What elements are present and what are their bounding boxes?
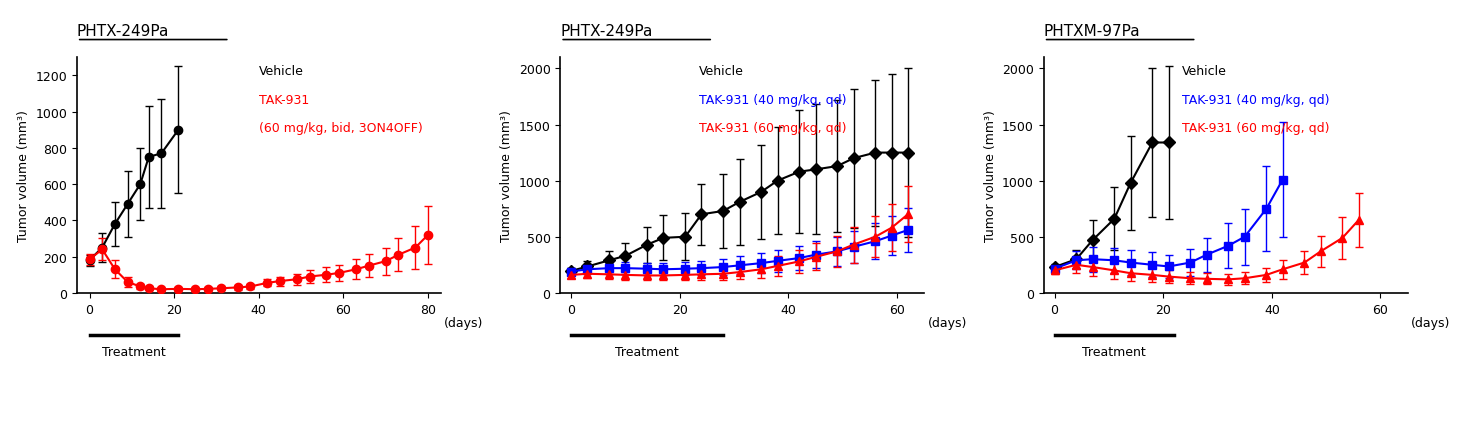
Text: TAK-931 (40 mg/kg, qd): TAK-931 (40 mg/kg, qd) [1182, 93, 1329, 106]
Text: TAK-931 (60 mg/kg, qd): TAK-931 (60 mg/kg, qd) [698, 122, 846, 135]
Text: Vehicle: Vehicle [698, 65, 744, 78]
Text: Vehicle: Vehicle [1182, 65, 1226, 78]
Text: PHTX-249Pa: PHTX-249Pa [560, 25, 653, 39]
Text: (days): (days) [445, 316, 484, 330]
Text: PHTXM-97Pa: PHTXM-97Pa [1043, 25, 1140, 39]
Text: Treatment: Treatment [615, 345, 679, 358]
Text: TAK-931: TAK-931 [258, 93, 310, 106]
Text: TAK-931 (40 mg/kg, qd): TAK-931 (40 mg/kg, qd) [698, 93, 846, 106]
Text: Treatment: Treatment [1083, 345, 1146, 358]
Y-axis label: Tumor volume (mm³): Tumor volume (mm³) [500, 110, 513, 241]
Text: TAK-931 (60 mg/kg, qd): TAK-931 (60 mg/kg, qd) [1182, 122, 1329, 135]
Text: Treatment: Treatment [103, 345, 166, 358]
Y-axis label: Tumor volume (mm³): Tumor volume (mm³) [16, 110, 29, 241]
Text: (days): (days) [1411, 316, 1451, 330]
Text: Vehicle: Vehicle [258, 65, 304, 78]
Text: (days): (days) [927, 316, 967, 330]
Y-axis label: Tumor volume (mm³): Tumor volume (mm³) [983, 110, 996, 241]
Text: (60 mg/kg, bid, 3ON4OFF): (60 mg/kg, bid, 3ON4OFF) [258, 122, 422, 135]
Text: PHTX-249Pa: PHTX-249Pa [76, 25, 169, 39]
